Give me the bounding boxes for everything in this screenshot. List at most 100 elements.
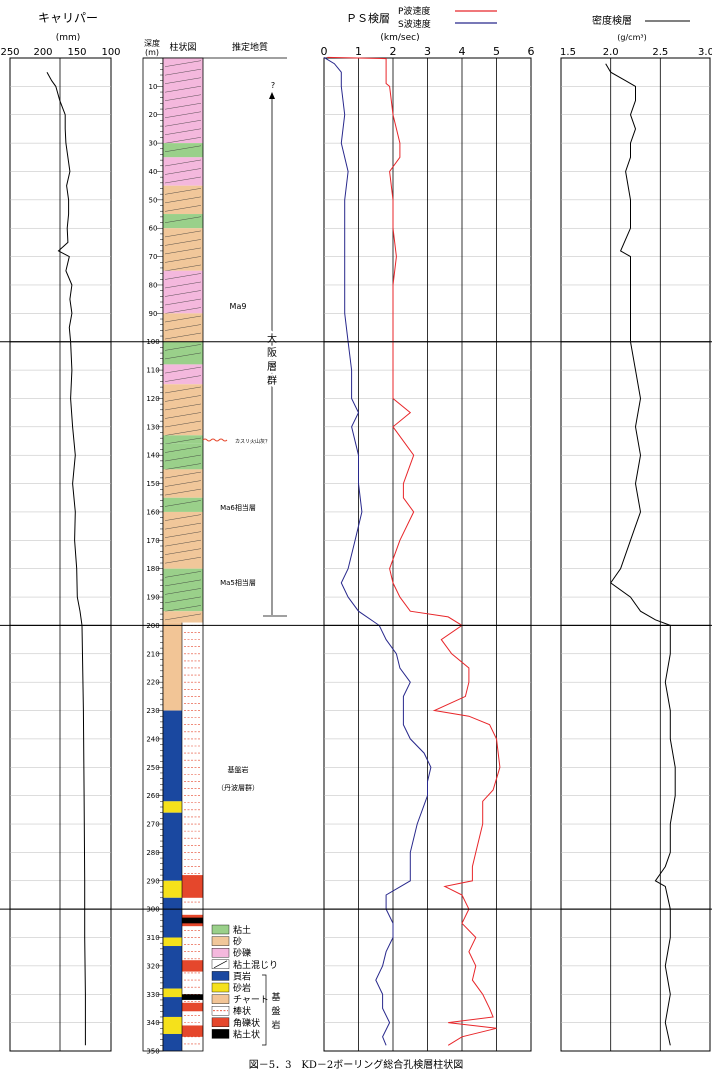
p-wave-legend-label: P波速度 [398,5,430,17]
clay-mix-hatch [164,86,202,93]
clay-mix-hatch [164,128,202,135]
depth-tick-label: 210 [146,650,159,658]
legend-basement-label-1: 基 [271,991,280,1003]
clay-mix-hatch [164,344,202,351]
ps-tick-labels: 0 1 2 3 4 5 6 [321,45,535,58]
legend-swatch [211,1017,230,1027]
depth-tick-label: 130 [146,423,159,431]
density-tick-labels: 1.5 2.0 2.5 3.0 [560,47,712,58]
osaka-group-label-4: 群 [267,374,277,387]
clay-mix-hatch [164,471,202,479]
clay-mix-hatch [164,366,202,374]
lithology-column [163,58,203,1051]
lithology-layer-gravel [163,364,203,385]
clay-mix-hatch [164,176,202,184]
lithology-frame [162,57,204,1052]
depth-tick-label: 180 [146,565,159,573]
depth-tick-label: 110 [146,367,159,375]
clay-mix-hatch [164,463,202,470]
legend-item-label: 粘土状 [233,1028,260,1040]
depth-tick-label: 240 [146,735,159,743]
clay-mix-hatch [164,307,202,314]
legend-swatch [211,971,230,981]
clay-mix-hatch [164,332,202,340]
range-arrow-top [269,92,275,99]
ps-grid [324,58,531,1051]
clay-mix-hatch [164,522,202,530]
depth-tick-label: 260 [146,792,159,800]
legend-hatch [213,960,228,969]
lithology-layer-sandstone [163,880,182,898]
ma9-label: Ma9 [230,302,247,311]
clay-mix-hatch [164,412,202,419]
lithology-layer-clay [163,568,203,612]
legend-item-label: 砂岩 [233,982,251,994]
clay-mix-hatch [164,556,202,564]
clay-mix-hatch [164,264,202,272]
lithology-layer-sand [163,384,203,436]
depth-tick-label: 90 [149,310,158,318]
depth-tick-label: 280 [146,849,159,857]
lithology-layer-sandstone [163,1016,182,1034]
legend-item-label: 頁岩 [233,970,251,982]
kasuri-ash-label: カスリ火山灰？ [235,438,270,445]
clay-mix-hatch [164,352,202,360]
tick-label: 100 [101,47,120,58]
clay-mix-hatch [164,290,202,297]
lithology-layer-sandstone [163,801,182,813]
depth-tick-label: 250 [146,764,159,772]
clay-mix-hatch [164,571,202,578]
clay-mix-hatch [164,403,202,411]
depth-tick-label: 290 [146,877,159,885]
legend-item-label: 砂礫 [233,947,251,959]
figure-caption: 図－5．3 KD－2ボーリング総合孔検層柱状図 [249,1058,464,1071]
clay-mix-hatch [164,205,202,212]
clay-mix-hatch [164,500,202,507]
depth-tick-label: 30 [149,140,158,148]
lithology-layer-sand [163,511,203,569]
caliper-frame [9,57,112,1052]
clay-mix-hatch [164,94,202,101]
lithology-layer-shale [163,812,182,881]
clay-mix-hatch [164,579,202,587]
caliper-title: キャリパー [38,11,98,25]
depth-tick-label: 310 [146,934,159,942]
lithology-layer-gravel [163,270,203,314]
caliper-panel: キャリパー (mm) 250 200 150 100 [0,11,121,1052]
ps-panel: ＰＳ検層 P波速度 S波速度 (km/sec) 0 1 2 3 4 5 6 [321,5,535,1052]
clay-mix-hatch [164,230,202,238]
lithology-layer-clay [163,143,203,158]
density-panel: 密度検層 (g/cm³) 1.5 2.0 2.5 3.0 [560,14,712,1052]
osaka-group-label-1: 大 [267,332,277,345]
depth-tick-label: 170 [146,537,159,545]
lithology-layer-clay [163,214,203,229]
clay-mix-hatch [164,386,202,394]
tick-label: 0 [321,45,328,58]
depth-tick-label: 40 [149,168,158,176]
clay-mix-hatch [164,420,202,428]
lithology-layer-sand [163,228,203,271]
legend-swatch [211,1029,230,1039]
log-header: 柱状図 [169,41,196,53]
clay-mix-hatch [164,281,202,289]
density-curve [605,63,676,1046]
clay-mix-hatch [164,613,202,621]
clay-mix-hatch [164,315,202,323]
legend-item-label: 粘土混じり [233,959,278,971]
breccia-zone [182,960,203,972]
density-title: 密度検層 [592,14,632,27]
clay-mix-hatch [164,273,202,280]
legend-swatch [211,994,230,1004]
legend-item-label: 棒状 [233,1005,251,1017]
clay-mix-hatch [164,298,202,306]
clay-mix-hatch [164,548,202,555]
tick-label: 2 [390,45,397,58]
depth-unit-header: (m) [145,48,159,57]
lithology-layer-clay [163,341,203,365]
osaka-group-label-2: 阪 [267,346,277,359]
geology-header: 推定地質 [232,41,268,53]
legend-basement-bracket [262,974,267,1046]
depth-tick-label: 50 [149,196,158,204]
s-wave-legend-label: S波速度 [398,18,431,30]
